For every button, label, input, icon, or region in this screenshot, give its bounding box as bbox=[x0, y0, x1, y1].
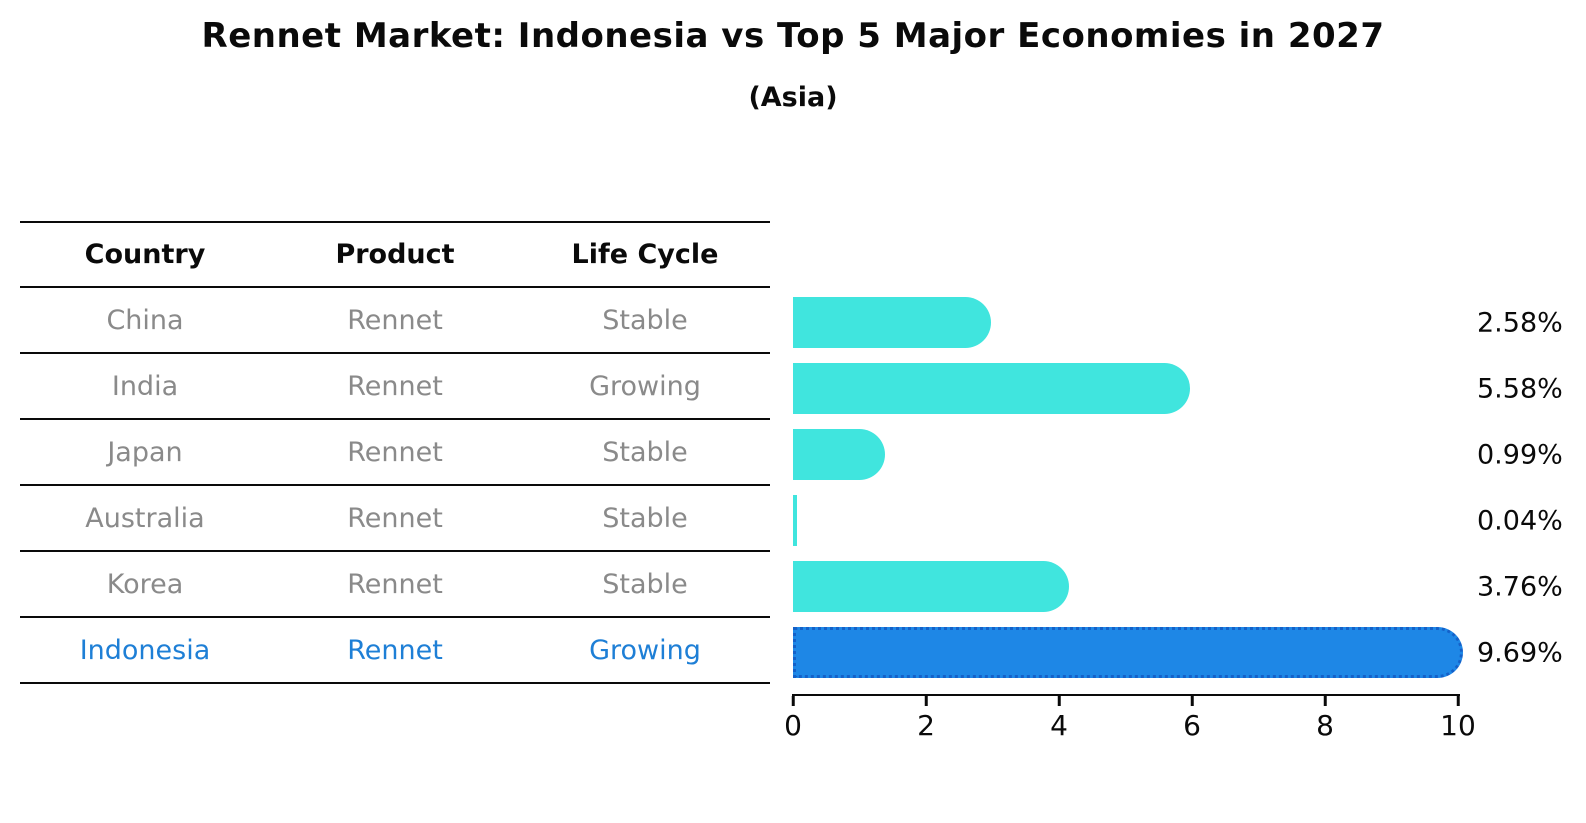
x-axis-tick-mark bbox=[1190, 696, 1194, 706]
table-cell-country: Korea bbox=[106, 568, 184, 600]
table-cell-product: Rennet bbox=[347, 304, 443, 336]
table-header-product: Product bbox=[335, 239, 455, 270]
bar-row: 0.99% bbox=[793, 429, 1586, 480]
bar-chart: 2.58% 5.58% 0.99% 0.04% 3.76% 9.69% bbox=[793, 297, 1586, 693]
bar-value-label: 2.58% bbox=[1477, 307, 1563, 338]
bar-highlighted bbox=[793, 627, 1464, 678]
table-row: China Rennet Stable bbox=[20, 288, 770, 354]
table-header-row: Country Product Life Cycle bbox=[20, 221, 770, 288]
bar bbox=[793, 297, 991, 348]
x-axis-tick-label: 6 bbox=[1183, 709, 1201, 742]
table-cell-product: Rennet bbox=[347, 502, 443, 534]
x-axis-tick-label: 4 bbox=[1050, 709, 1068, 742]
x-axis-tick-label: 2 bbox=[917, 709, 935, 742]
table-cell-country: Japan bbox=[107, 436, 183, 468]
table-row: Japan Rennet Stable bbox=[20, 420, 770, 486]
bar-value-label: 0.99% bbox=[1477, 439, 1563, 470]
country-table: Country Product Life Cycle China Rennet … bbox=[20, 221, 770, 684]
bar-row: 0.04% bbox=[793, 495, 1586, 546]
x-axis-tick-mark bbox=[1323, 696, 1327, 706]
table-cell-country: Australia bbox=[85, 502, 205, 534]
x-axis: 0 2 4 6 8 10 bbox=[784, 694, 1476, 756]
table-cell-product: Rennet bbox=[347, 634, 443, 666]
x-axis-tick-mark bbox=[924, 696, 928, 706]
bar bbox=[793, 495, 797, 546]
bar-value-label: 5.58% bbox=[1477, 373, 1563, 404]
chart-title: Rennet Market: Indonesia vs Top 5 Major … bbox=[201, 16, 1385, 56]
x-axis-tick-mark bbox=[1456, 696, 1460, 706]
table-cell-lifecycle: Stable bbox=[602, 568, 688, 600]
table-cell-country: India bbox=[111, 370, 179, 402]
bar-row: 2.58% bbox=[793, 297, 1586, 348]
table-cell-country: Indonesia bbox=[79, 634, 211, 666]
table-header-country: Country bbox=[84, 239, 206, 270]
table-cell-lifecycle: Stable bbox=[602, 502, 688, 534]
bar-value-label: 0.04% bbox=[1477, 505, 1563, 536]
x-axis-tick-label: 8 bbox=[1316, 709, 1334, 742]
x-axis-tick-mark bbox=[791, 696, 795, 706]
table-cell-lifecycle: Growing bbox=[589, 370, 701, 402]
chart-subtitle: (Asia) bbox=[748, 82, 838, 113]
table-cell-product: Rennet bbox=[347, 370, 443, 402]
bar bbox=[793, 363, 1191, 414]
table-header-lifecycle: Life Cycle bbox=[571, 239, 719, 270]
table-row: Indonesia Rennet Growing bbox=[20, 618, 770, 684]
table-row: Australia Rennet Stable bbox=[20, 486, 770, 552]
bar-row: 9.69% bbox=[793, 627, 1586, 678]
table-cell-lifecycle: Stable bbox=[602, 304, 688, 336]
bar-value-label: 9.69% bbox=[1477, 637, 1563, 668]
bar-value-label: 3.76% bbox=[1477, 571, 1563, 602]
bar bbox=[793, 429, 885, 480]
x-axis-tick-label: 0 bbox=[784, 709, 802, 742]
table-cell-lifecycle: Stable bbox=[602, 436, 688, 468]
table-cell-product: Rennet bbox=[347, 436, 443, 468]
table-cell-lifecycle: Growing bbox=[589, 634, 701, 666]
table-row: Korea Rennet Stable bbox=[20, 552, 770, 618]
bar-row: 5.58% bbox=[793, 363, 1586, 414]
table-cell-country: China bbox=[106, 304, 184, 336]
table-row: India Rennet Growing bbox=[20, 354, 770, 420]
x-axis-tick-mark bbox=[1057, 696, 1061, 706]
bar-row: 3.76% bbox=[793, 561, 1586, 612]
x-axis-tick-label: 10 bbox=[1440, 709, 1476, 742]
bar bbox=[793, 561, 1070, 612]
table-cell-product: Rennet bbox=[347, 568, 443, 600]
